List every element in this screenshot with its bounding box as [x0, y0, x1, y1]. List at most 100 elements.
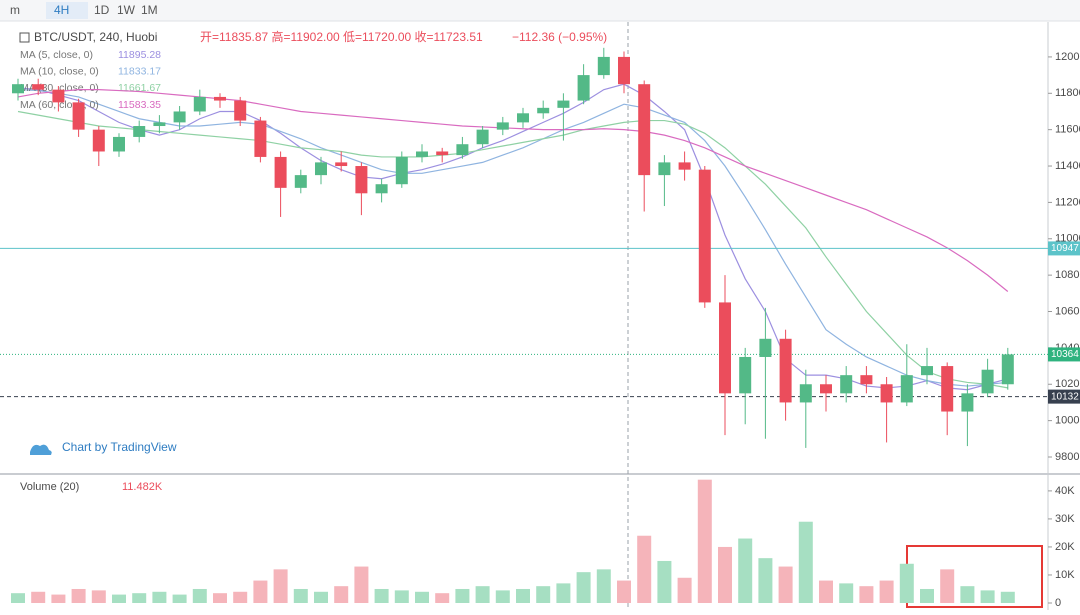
candle-body [658, 162, 671, 176]
price-line-label: 10364 [1051, 349, 1079, 360]
volume-bar [819, 580, 833, 603]
volume-bar [899, 563, 914, 603]
candle-body [436, 151, 449, 156]
toolbar-button[interactable]: 1M [141, 3, 158, 17]
moving-average-line [17, 110, 1008, 389]
volume-bar [798, 521, 813, 603]
volume-tick-label: 10K [1055, 569, 1075, 581]
volume-legend-value: 11.482K [122, 481, 163, 493]
volume-bar [11, 593, 25, 603]
candle-body [739, 356, 752, 394]
candle-body [880, 384, 893, 403]
candle-body [416, 151, 428, 157]
volume-bar [960, 586, 975, 603]
candle-body [153, 122, 166, 127]
candle-body [921, 366, 933, 376]
ma-legend-value: 11833.17 [118, 65, 161, 77]
y-tick-label: 9800 [1055, 451, 1079, 463]
volume-bar [334, 586, 349, 603]
candle-body [92, 129, 105, 152]
volume-bar [354, 566, 369, 603]
price-line-label-bg [1048, 347, 1080, 362]
y-tick-label: 11400 [1055, 160, 1080, 172]
volume-bar [314, 591, 328, 603]
active-button [46, 2, 88, 19]
volume-bar [758, 558, 773, 603]
moving-average-line [17, 89, 1009, 292]
volume-bar [738, 538, 753, 603]
candle-body [294, 175, 307, 188]
collapse-icon [19, 32, 30, 43]
volume-tick-label: 40K [1055, 485, 1075, 497]
toolbar-button[interactable]: 1D [94, 3, 110, 17]
volume-bar [455, 588, 470, 603]
candle-body [12, 84, 24, 94]
candle-body [456, 144, 469, 156]
watermark-logo [30, 444, 52, 455]
candle-body [779, 338, 792, 403]
volume-bar [778, 566, 793, 603]
volume-bar [637, 535, 652, 603]
toolbar [0, 0, 1080, 21]
moving-average-line [17, 89, 1008, 387]
toolbar-button[interactable]: 1W [117, 3, 136, 17]
candle-body [719, 302, 731, 394]
candle-body [214, 96, 226, 101]
change-legend: −112.36 (−0.95%) [512, 30, 607, 44]
toolbar-button[interactable]: m [10, 3, 20, 17]
volume-bar [132, 593, 147, 603]
volume-tick-label: 0 [1055, 597, 1061, 609]
volume-tick-label: 20K [1055, 541, 1075, 553]
toolbar-button[interactable]: 4H [54, 3, 69, 17]
candle-body [173, 111, 186, 123]
candle-body [254, 120, 267, 157]
volume-bar [576, 572, 591, 603]
volume-legend: Volume (20) [20, 481, 79, 493]
volume-bar [91, 590, 106, 603]
y-tick-label: 10600 [1055, 305, 1080, 317]
candle-body [638, 84, 651, 176]
volume-bar [31, 591, 46, 603]
volume-bar [152, 591, 167, 603]
price-line-label: 10947 [1051, 243, 1079, 254]
candle-body [698, 169, 711, 303]
y-tick-label: 10200 [1055, 378, 1080, 390]
candle-body [860, 375, 873, 385]
y-tick-label: 10000 [1055, 415, 1080, 427]
volume-bar [536, 586, 551, 603]
volume-bar [435, 593, 450, 603]
candle-body [52, 89, 65, 103]
ma-legend-value: 11583.35 [118, 99, 161, 111]
candle-body [678, 162, 691, 170]
volume-bar [71, 588, 86, 603]
y-tick-label: 11800 [1055, 87, 1080, 99]
volume-bar [415, 591, 429, 603]
volume-bar [51, 594, 66, 603]
volume-bar [112, 594, 126, 603]
volume-bar [253, 580, 268, 603]
y-tick-label: 11600 [1055, 124, 1080, 136]
ohlc-legend: 开=11835.87 高=11902.00 低=11720.00 收=11723… [200, 29, 483, 44]
toolbar-buttons: m 4H 1D 1W 1M [10, 2, 158, 19]
candle-body [32, 84, 45, 90]
candle-body [799, 384, 812, 403]
volume-bar [394, 590, 409, 603]
volume-bar [293, 588, 308, 603]
volume-bar [920, 588, 934, 603]
candle-body [395, 156, 408, 185]
price-line-label-bg [1048, 389, 1080, 404]
price-line-label: 10132 [1051, 391, 1079, 402]
volume-bar [859, 586, 874, 603]
price-line-label-bg [1048, 241, 1080, 256]
candle-body [113, 136, 125, 152]
volume-bar [374, 588, 389, 603]
candle-body [133, 126, 146, 137]
volume-bar [697, 479, 712, 603]
volume-bar [617, 580, 631, 603]
volume-bar [980, 590, 995, 603]
candle-body [759, 338, 772, 357]
volume-bar [475, 586, 490, 603]
volume-bar [516, 588, 530, 603]
